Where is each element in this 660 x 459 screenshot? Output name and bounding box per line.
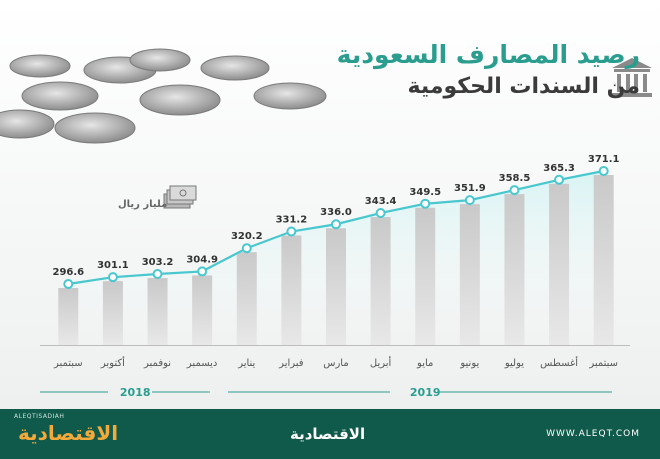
category-label-3: ديسمبر: [186, 358, 217, 369]
data-point-11: [554, 174, 565, 185]
bar-10: [504, 194, 525, 345]
brand-logo-center: الاقتصادية: [290, 425, 366, 443]
website-url[interactable]: WWW.ALEQT.COM: [546, 429, 640, 439]
category-label-5: فبراير: [278, 358, 304, 369]
data-point-2: [152, 268, 163, 279]
category-label-11: أغسطس: [540, 356, 578, 369]
value-label-6: 336.0: [320, 207, 352, 218]
title-line-2: من السندات الحكومية: [407, 74, 640, 99]
data-point-6: [331, 219, 341, 230]
category-label-2: نوفمبر: [143, 358, 171, 369]
data-point-4: [241, 243, 252, 254]
value-label-5: 331.2: [276, 215, 308, 226]
value-label-12: 371.1: [588, 154, 620, 165]
value-label-3: 304.9: [186, 254, 218, 265]
value-label-0: 296.6: [52, 267, 84, 278]
bar-12: [593, 175, 614, 345]
bar-1: [102, 281, 123, 345]
bar-9: [459, 204, 480, 345]
category-label-12: سبتمبر: [588, 358, 618, 369]
category-label-9: يونيو: [459, 358, 479, 369]
data-point-8: [420, 198, 431, 209]
value-label-7: 343.4: [365, 196, 397, 207]
category-label-8: مايو: [416, 358, 433, 369]
money-stack-icon: [163, 185, 197, 209]
bank-building-icon: [612, 58, 652, 97]
value-label-8: 349.5: [409, 187, 441, 198]
category-label-10: يوليو: [504, 358, 524, 369]
data-point-9: [464, 195, 475, 206]
year-label-1: 2019: [410, 386, 441, 399]
title-line-1: رصيد المصارف السعودية: [336, 40, 640, 69]
chart-area: 296.6 301.1 303.2 304.9 320.2 331.2 336.0 343.4…: [40, 154, 630, 399]
data-point-0: [63, 279, 74, 289]
bar-4: [236, 252, 257, 345]
bar-3: [192, 275, 213, 345]
data-point-10: [509, 185, 520, 196]
bar-11: [549, 183, 570, 345]
value-label-10: 358.5: [499, 173, 531, 184]
data-point-5: [286, 226, 297, 237]
value-label-1: 301.1: [97, 260, 129, 271]
bar-2: [147, 277, 168, 345]
bar-6: [326, 228, 346, 345]
social-handle: ALEQTISADIAH: [14, 413, 65, 420]
value-label-11: 365.3: [543, 163, 575, 174]
bar-7: [370, 217, 391, 345]
data-point-7: [375, 208, 386, 219]
category-label-7: أبريل: [370, 356, 392, 369]
bar-0: [58, 288, 79, 345]
coins-image: [0, 48, 327, 144]
data-point-3: [197, 266, 208, 277]
data-point-12: [598, 166, 609, 176]
category-label-0: سبتمبر: [53, 358, 83, 369]
value-label-9: 351.9: [454, 183, 486, 194]
bar-5: [281, 235, 302, 345]
category-label-6: مارس: [323, 358, 348, 369]
category-label-1: أكتوبر: [100, 356, 125, 369]
data-point-1: [107, 272, 118, 283]
bar-8: [415, 207, 436, 345]
footer-bar: ALEQTISADIAH الاقتصادية الاقتصادية WWW.A…: [0, 409, 660, 459]
category-label-4: يناير: [237, 358, 255, 369]
value-label-2: 303.2: [142, 257, 174, 268]
brand-logo-left: الاقتصادية: [18, 421, 119, 445]
unit-label: مليار ريال: [118, 199, 168, 210]
value-label-4: 320.2: [231, 231, 263, 242]
chart-title: رصيد المصارف السعودية من السندات الحكومي…: [260, 38, 640, 102]
year-label-0: 2018: [120, 386, 151, 399]
